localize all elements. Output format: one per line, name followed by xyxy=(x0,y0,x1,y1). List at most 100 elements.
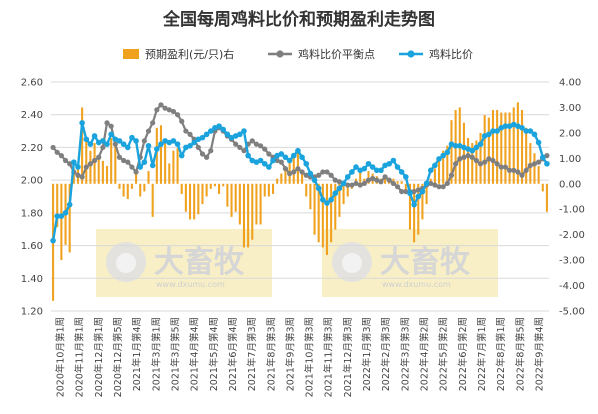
watermark-logo-inner xyxy=(116,253,136,273)
left-tick-label: 1.40 xyxy=(21,274,43,285)
series-balance-point xyxy=(386,177,392,183)
series-balance-point xyxy=(428,180,434,187)
series-ratio-point xyxy=(477,141,484,147)
series-balance-point xyxy=(274,157,280,164)
series-ratio-point xyxy=(129,134,135,141)
x-tick-label: 2021年7月第3周 xyxy=(246,317,258,391)
series-ratio-point xyxy=(290,152,297,159)
series-ratio-point xyxy=(174,141,181,147)
profit-bar xyxy=(313,183,316,235)
profit-bar xyxy=(280,173,283,184)
profit-bar xyxy=(130,183,133,189)
series-ratio-point xyxy=(178,152,185,159)
profit-bar xyxy=(255,183,258,225)
profit-bar xyxy=(396,181,399,184)
profit-bar xyxy=(218,183,221,194)
watermark-brand: 大畜牧 xyxy=(154,245,245,280)
series-balance-point xyxy=(328,172,334,178)
series-balance-point xyxy=(303,172,309,178)
profit-bar xyxy=(72,168,75,184)
profit-bar xyxy=(209,183,212,189)
series-balance-point xyxy=(54,149,60,155)
legend-label-ratio: 鸡料比价 xyxy=(429,47,473,61)
right-tick-label: 0.00 xyxy=(559,179,581,190)
series-balance-point xyxy=(320,169,326,175)
right-tick-label: 3.00 xyxy=(559,103,581,114)
profit-bar xyxy=(346,183,349,197)
series-ratio-point xyxy=(436,156,442,162)
series-balance-point xyxy=(378,179,384,185)
series-balance-point xyxy=(349,182,355,188)
series-balance-point xyxy=(332,177,338,183)
series-balance-point xyxy=(79,174,85,180)
profit-bar xyxy=(413,183,416,243)
profit-bar xyxy=(321,183,324,248)
profit-bar xyxy=(330,183,333,243)
series-ratio-point xyxy=(241,128,247,134)
series-ratio-point xyxy=(124,144,131,151)
series-ratio-point xyxy=(486,131,492,138)
profit-bar xyxy=(442,150,445,184)
series-ratio-point xyxy=(100,138,106,144)
series-balance-point xyxy=(282,166,289,172)
series-balance-point xyxy=(502,164,509,170)
x-tick-label: 2021年8月第3周 xyxy=(265,317,277,391)
x-tick-label: 2020年10月第1周 xyxy=(55,317,67,397)
profit-bar xyxy=(267,183,270,197)
profit-bar xyxy=(284,171,287,184)
series-ratio-point xyxy=(237,131,243,138)
profit-bar xyxy=(271,183,275,194)
series-balance-point xyxy=(187,131,193,137)
x-tick-label: 2022年6月第2周 xyxy=(457,317,469,391)
profit-bar xyxy=(151,183,154,217)
profit-bar xyxy=(89,150,92,184)
series-balance-point xyxy=(108,123,114,129)
series-balance-point xyxy=(183,128,189,134)
gridlines xyxy=(51,81,549,312)
series-ratio-point xyxy=(324,200,330,206)
series-balance-point xyxy=(374,177,380,183)
series-balance-point xyxy=(96,154,102,160)
series-ratio-point xyxy=(282,154,289,161)
series-ratio-point xyxy=(340,180,347,187)
left-tick-label: 2.40 xyxy=(21,110,43,121)
series-ratio-point xyxy=(539,154,546,161)
series-balance-point xyxy=(100,144,106,151)
series-balance-point xyxy=(544,153,550,159)
series-ratio-point xyxy=(216,123,222,129)
series-ratio-point xyxy=(108,131,114,138)
series-balance-point xyxy=(233,141,239,147)
profit-bar xyxy=(417,183,420,235)
profit-bar xyxy=(525,127,528,184)
profit-bar xyxy=(462,122,465,184)
profit-bar xyxy=(222,183,225,187)
profit-bar xyxy=(114,143,117,184)
left-tick-label: 1.80 xyxy=(21,208,43,219)
series-balance-point xyxy=(448,172,455,178)
series-ratio-point xyxy=(83,136,90,143)
series-ratio-point xyxy=(116,138,123,144)
series-balance-point xyxy=(125,159,131,165)
profit-bar xyxy=(437,158,441,184)
x-tick-label: 2021年5月第4周 xyxy=(208,317,220,391)
chart-title: 全国每周鸡料比价和预期盈利走势图 xyxy=(162,9,435,30)
profit-bar xyxy=(309,183,312,210)
series-balance-point xyxy=(158,102,164,108)
series-ratio-point xyxy=(473,144,480,151)
profit-bar xyxy=(301,171,304,184)
series-balance-point xyxy=(432,182,438,188)
series-balance-point xyxy=(415,187,421,193)
series-balance-point xyxy=(195,144,201,151)
profit-bar xyxy=(512,107,515,184)
series-ratio-point xyxy=(270,157,276,164)
series-balance-point xyxy=(527,162,533,169)
profit-bar xyxy=(317,183,320,243)
left-tick-label: 2.20 xyxy=(21,143,43,154)
profit-bar xyxy=(143,183,146,192)
series-balance-point xyxy=(58,153,64,159)
series-ratio-point xyxy=(158,141,164,147)
series-ratio-point xyxy=(423,180,430,187)
profit-bar xyxy=(537,165,540,184)
